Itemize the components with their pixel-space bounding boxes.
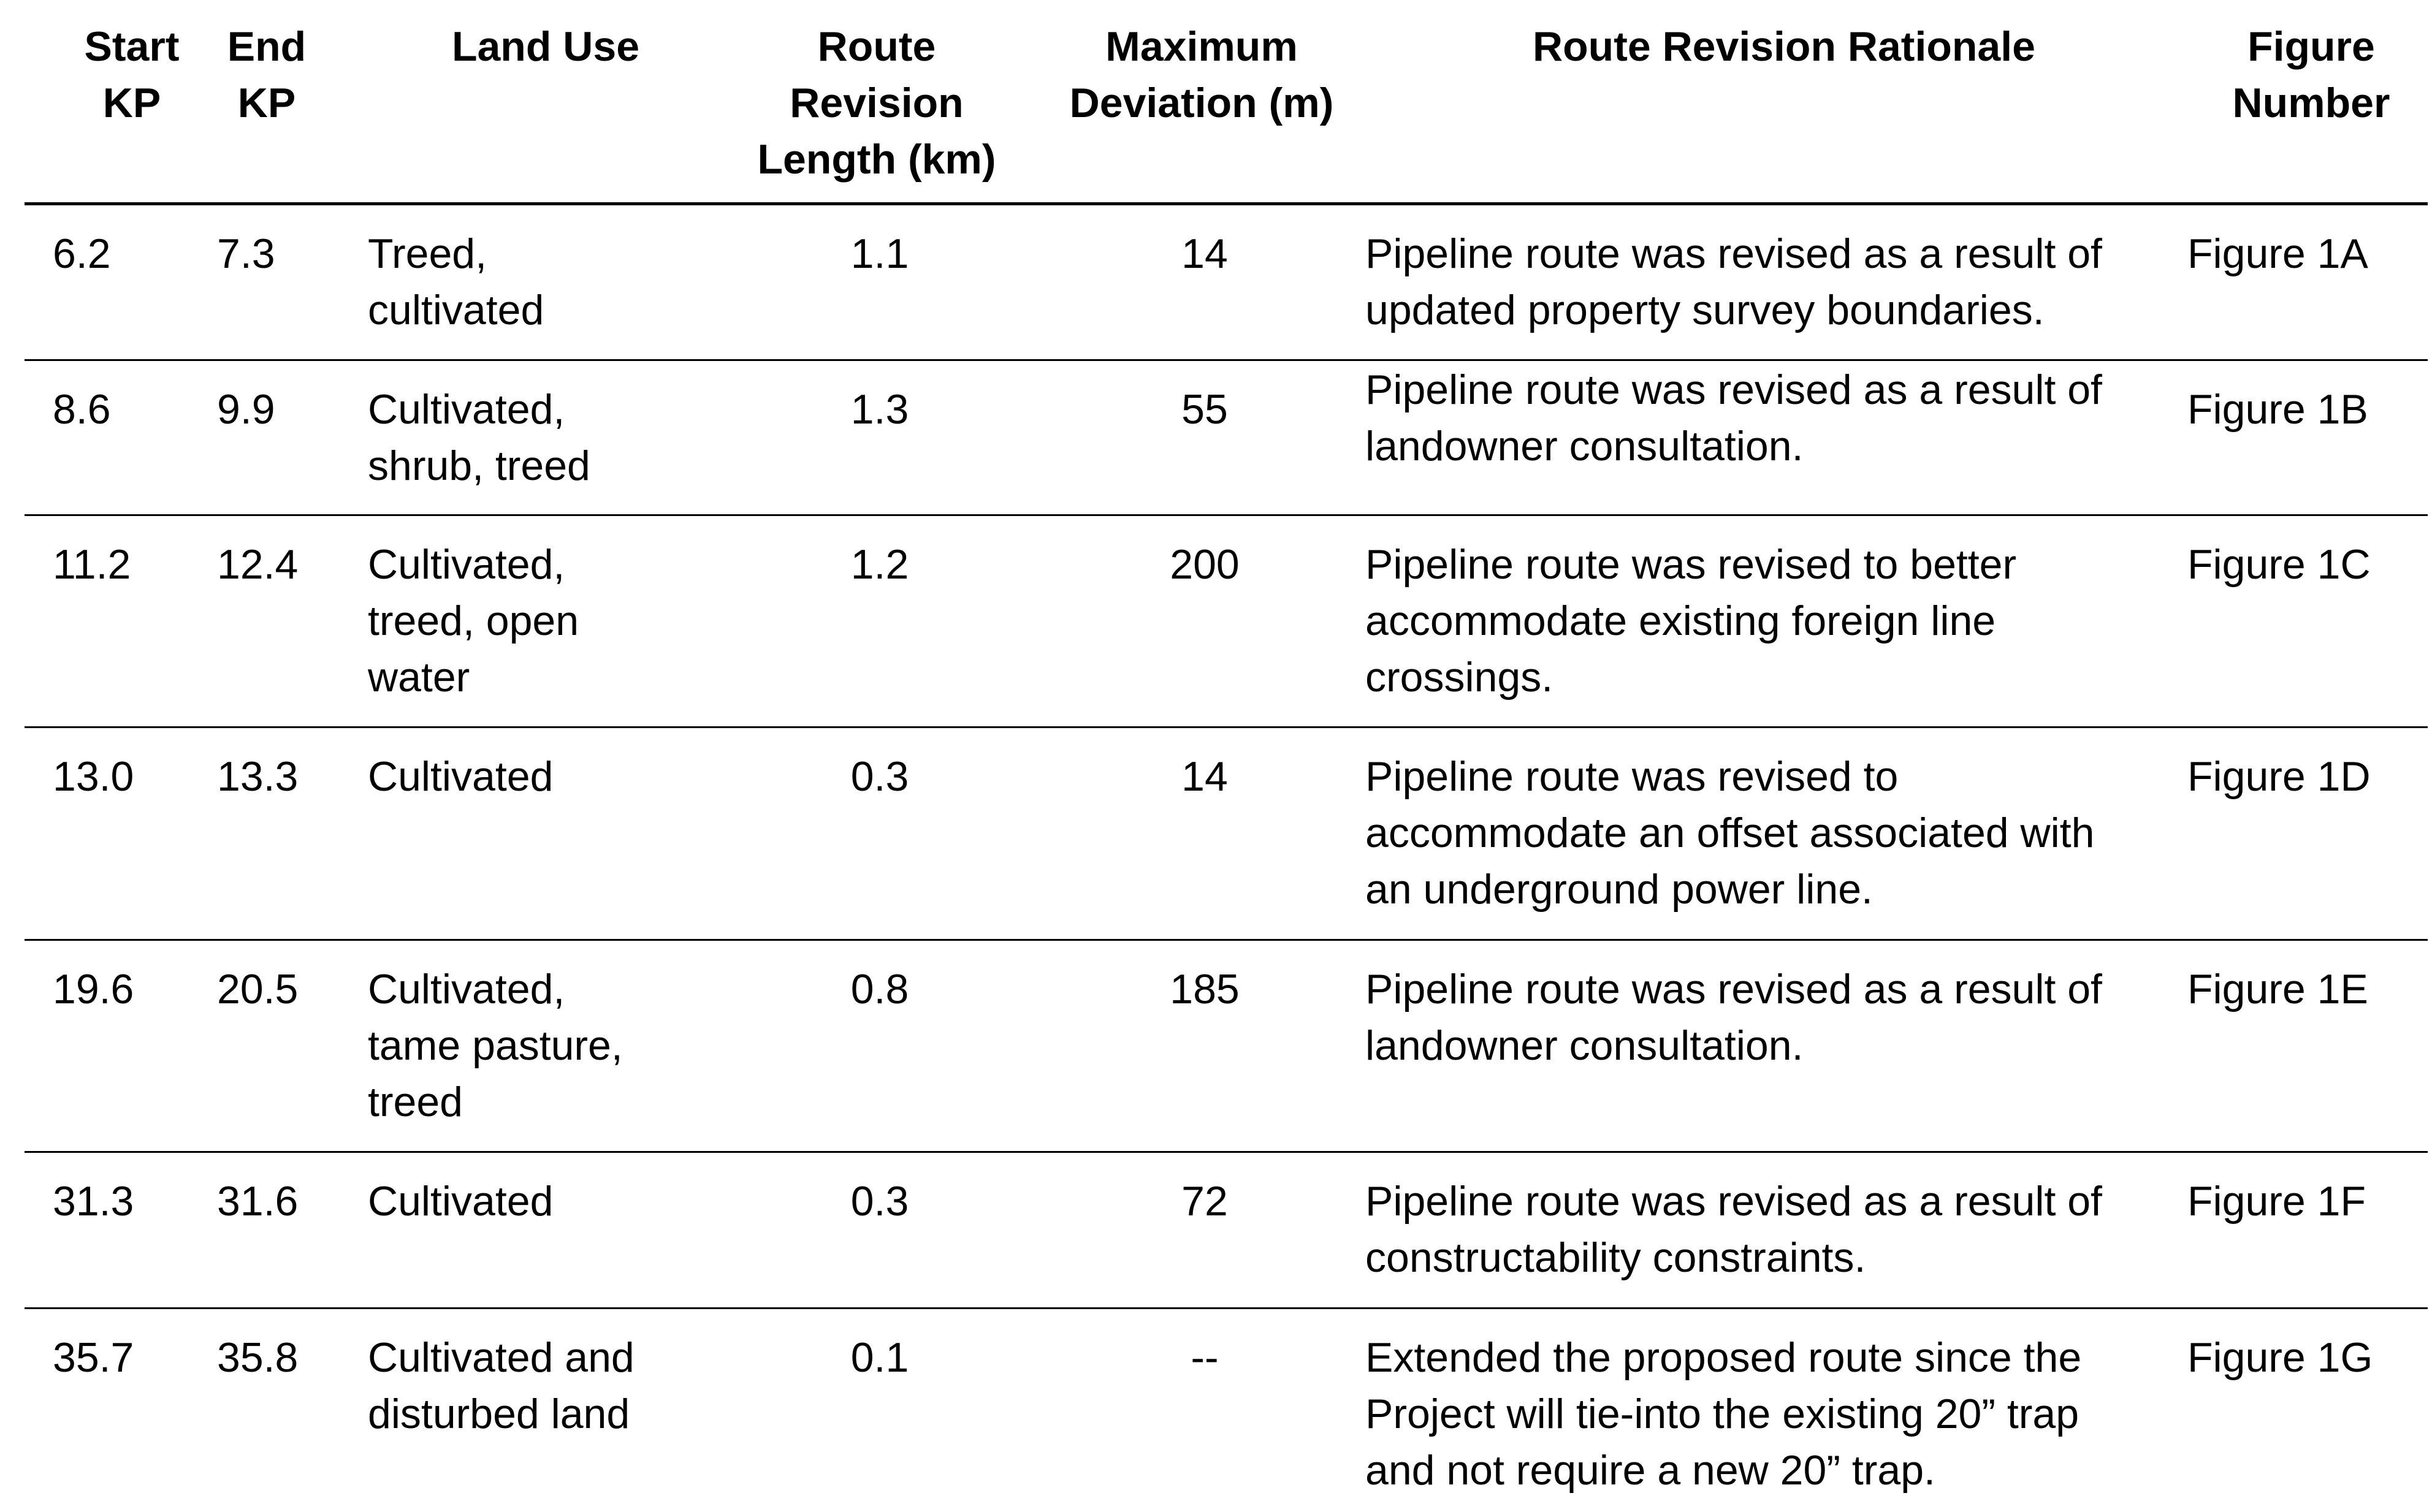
rationale-cell: Pipeline route was revised to better acc… [1365, 541, 2017, 701]
end-kp-cell: 31.6 [217, 1178, 299, 1225]
header-route-revision-rationale: Route Revision Rationale [1533, 23, 2035, 70]
route-length-cell: 1.1 [850, 230, 909, 277]
land-use-cell: Cultivated, treed, open water [368, 541, 579, 701]
land-use-cell: Cultivated [368, 1178, 554, 1225]
figure-number-cell: Figure 1B [2187, 386, 2368, 433]
land-use-cell: Cultivated, tame pasture, treed [368, 966, 623, 1125]
route-length-cell: 1.3 [850, 386, 909, 433]
header-land-use: Land Use [451, 23, 640, 70]
max-deviation-cell: 14 [1181, 753, 1228, 800]
header-rule [25, 202, 2428, 205]
start-kp-cell: 8.6 [53, 386, 111, 433]
table-header: Start KP End KP Land Use Route Revision … [25, 0, 2428, 205]
row-divider [25, 939, 2428, 941]
max-deviation-cell: 200 [1170, 541, 1240, 588]
route-length-cell: 0.1 [850, 1334, 909, 1381]
rationale-cell: Pipeline route was revised to accommodat… [1365, 753, 2095, 913]
figure-number-cell: Figure 1E [2187, 966, 2368, 1012]
land-use-cell: Treed, cultivated [368, 230, 544, 333]
row-divider [25, 359, 2428, 361]
end-kp-cell: 13.3 [217, 753, 299, 800]
route-length-cell: 0.8 [850, 966, 909, 1012]
max-deviation-cell: -- [1191, 1334, 1219, 1381]
row-divider [25, 726, 2428, 728]
row-divider [25, 1307, 2428, 1309]
max-deviation-cell: 72 [1181, 1178, 1228, 1225]
start-kp-cell: 13.0 [53, 753, 134, 800]
start-kp-cell: 19.6 [53, 966, 134, 1012]
end-kp-cell: 20.5 [217, 966, 299, 1012]
end-kp-cell: 12.4 [217, 541, 299, 588]
end-kp-cell: 9.9 [217, 386, 275, 433]
header-start-kp: Start KP [84, 23, 180, 126]
end-kp-cell: 35.8 [217, 1334, 299, 1381]
header-figure-number: Figure Number [2232, 23, 2390, 126]
rationale-cell: Pipeline route was revised as a result o… [1365, 1178, 2102, 1281]
rationale-cell: Extended the proposed route since the Pr… [1365, 1334, 2082, 1494]
header-maximum-deviation: Maximum Deviation (m) [1069, 23, 1334, 126]
figure-number-cell: Figure 1F [2187, 1178, 2366, 1225]
start-kp-cell: 31.3 [53, 1178, 134, 1225]
max-deviation-cell: 14 [1181, 230, 1228, 277]
end-kp-cell: 7.3 [217, 230, 275, 277]
route-length-cell: 0.3 [850, 753, 909, 800]
row-divider [25, 514, 2428, 516]
row-divider [25, 1151, 2428, 1153]
start-kp-cell: 35.7 [53, 1334, 134, 1381]
figure-number-cell: Figure 1A [2187, 230, 2368, 277]
rationale-cell: Pipeline route was revised as a result o… [1365, 367, 2102, 469]
land-use-cell: Cultivated and disturbed land [368, 1334, 635, 1437]
max-deviation-cell: 185 [1170, 966, 1240, 1012]
route-length-cell: 1.2 [850, 541, 909, 588]
land-use-cell: Cultivated, shrub, treed [368, 386, 590, 489]
max-deviation-cell: 55 [1181, 386, 1228, 433]
route-length-cell: 0.3 [850, 1178, 909, 1225]
header-end-kp: End KP [227, 23, 307, 126]
start-kp-cell: 11.2 [53, 541, 131, 588]
figure-number-cell: Figure 1G [2187, 1334, 2373, 1381]
start-kp-cell: 6.2 [53, 230, 111, 277]
figure-number-cell: Figure 1D [2187, 753, 2371, 800]
header-route-revision-length: Route Revision Length (km) [757, 23, 996, 183]
rationale-cell: Pipeline route was revised as a result o… [1365, 230, 2102, 333]
rationale-cell: Pipeline route was revised as a result o… [1365, 966, 2102, 1069]
figure-number-cell: Figure 1C [2187, 541, 2371, 588]
land-use-cell: Cultivated [368, 753, 554, 800]
